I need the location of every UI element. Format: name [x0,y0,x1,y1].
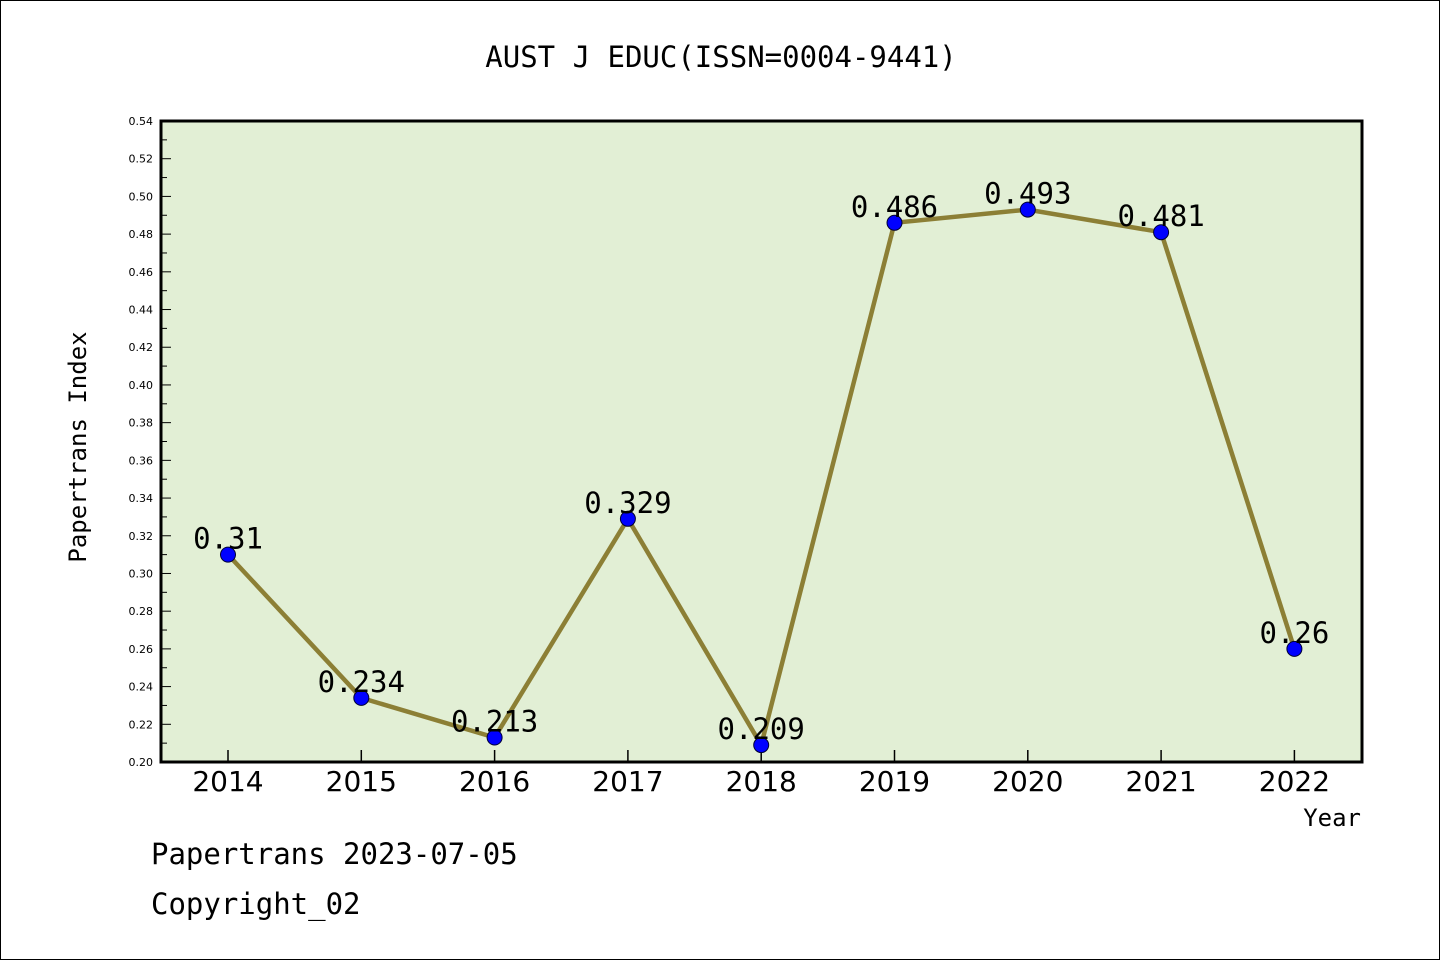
data-label: 0.329 [584,486,671,520]
y-tick-label: 0.54 [129,115,154,128]
x-tick-label: 2022 [1259,765,1330,798]
y-tick-label: 0.50 [129,190,154,203]
data-point [886,214,903,231]
x-tick-label: 2020 [992,765,1063,798]
data-point [753,737,770,754]
y-tick-label: 0.42 [129,341,154,354]
data-point [619,510,636,527]
data-labels: 0.31 0.234 0.213 0.329 0.209 0.486 0.493 0.481 0… [193,177,1329,746]
y-axis-ticks: 0.20 0.22 0.24 0.26 0.28 0.30 0.32 0.34 0.36 0.38… [129,115,171,769]
data-label: 0.213 [451,704,538,738]
y-tick-label: 0.22 [129,718,154,731]
x-tick-label: 2017 [592,765,663,798]
y-tick-label: 0.40 [129,379,154,392]
footer-copyright: Copyright_02 [151,887,361,921]
data-point [1286,640,1303,657]
y-tick-label: 0.32 [129,530,154,543]
chart-title: AUST J EDUC(ISSN=0004-9441) [485,40,956,74]
y-tick-label: 0.44 [129,304,154,317]
data-label: 0.234 [318,665,405,699]
data-point [353,689,370,706]
data-point [486,729,503,746]
y-tick-label: 0.30 [129,567,154,580]
data-point [1153,224,1170,241]
y-tick-label: 0.38 [129,417,154,430]
data-point [1019,201,1036,218]
y-tick-label: 0.52 [129,153,154,166]
y-tick-label: 0.20 [129,756,154,769]
x-tick-label: 2014 [192,765,263,798]
y-axis-label: Papertrans Index [64,331,92,562]
x-axis-label: Year [1303,804,1361,832]
data-label: 0.493 [984,177,1071,211]
y-tick-label: 0.36 [129,454,154,467]
plot-border [159,119,1364,764]
footer-date: Papertrans 2023-07-05 [151,837,518,871]
x-tick-label: 2019 [859,765,930,798]
y-tick-label: 0.34 [129,492,154,505]
data-label: 0.209 [718,712,805,746]
y-tick-label: 0.26 [129,643,154,656]
data-label: 0.31 [193,522,263,556]
data-point [220,546,236,563]
y-tick-label: 0.28 [129,605,154,618]
data-label: 0.481 [1117,199,1204,233]
data-label: 0.486 [851,190,938,224]
y-tick-label: 0.48 [129,228,154,241]
x-tick-label: 2021 [1125,765,1196,798]
x-axis-ticks: 2014 2015 2016 2017 2018 2019 2020 2021 2022 [192,750,1330,798]
y-tick-label: 0.46 [129,266,154,279]
data-markers [220,201,1303,754]
x-tick-label: 2018 [726,765,797,798]
y-tick-label: 0.24 [129,681,154,694]
x-tick-label: 2015 [326,765,397,798]
x-tick-label: 2016 [459,765,530,798]
data-label: 0.26 [1259,616,1329,650]
